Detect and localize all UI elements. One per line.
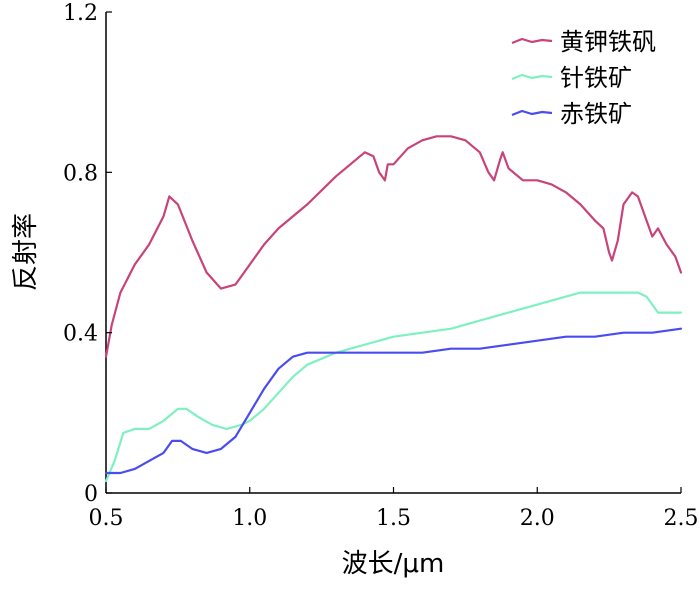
series-line-1: [104, 135, 683, 358]
x-tick-label: 1.5: [376, 506, 411, 531]
legend-swatch-1: [511, 37, 553, 45]
series-line-2: [104, 291, 683, 483]
legend-label-1: 黄钾铁矾: [560, 28, 656, 56]
legend-label-2: 针铁矿: [560, 64, 632, 92]
plot-lines: [104, 135, 683, 483]
series-line-3: [104, 327, 683, 475]
y-axis-title: 反射率: [11, 213, 41, 291]
y-tick-label: 0: [84, 482, 98, 507]
y-tick-label: 0.4: [63, 322, 98, 347]
x-axis-title: 波长/μm: [342, 549, 445, 579]
ticks: 0.5 1.0 1.5 2.0 2.5 0 0.4 0.8 1.2: [63, 1, 699, 531]
x-tick-label: 2.5: [664, 506, 699, 531]
legend-label-3: 赤铁矿: [560, 100, 632, 128]
legend-swatch-3: [511, 109, 553, 117]
x-tick-label: 1.0: [232, 506, 267, 531]
y-tick-label: 1.2: [63, 1, 98, 26]
y-tick-label: 0.8: [63, 161, 98, 186]
x-tick-label: 0.5: [89, 506, 124, 531]
legend-swatch-2: [511, 73, 553, 81]
x-tick-label: 2.0: [520, 506, 555, 531]
